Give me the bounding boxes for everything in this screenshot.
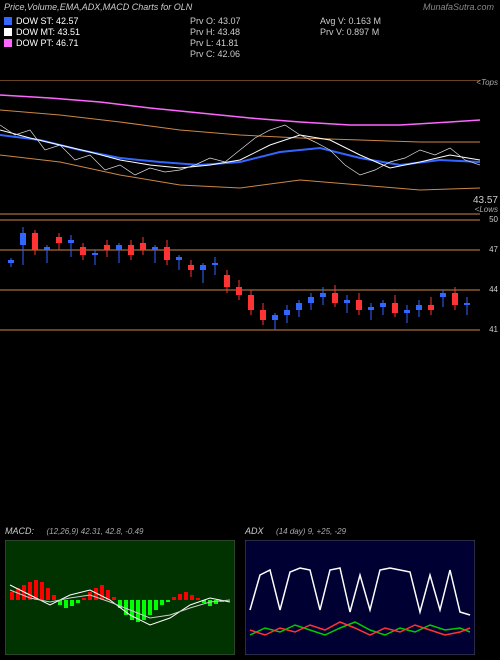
macd-chart <box>5 540 235 655</box>
price-label: 43.57 <box>473 195 498 206</box>
watermark: MunafaSutra.com <box>423 2 494 12</box>
adx-chart <box>245 540 475 655</box>
axis-label-lows: <Lows <box>475 205 498 214</box>
candlestick-chart <box>0 215 480 335</box>
macd-title: MACD: (12,26,9) 42.31, 42.8, -0.49 <box>5 526 143 536</box>
ema-chart <box>0 80 480 215</box>
axis-label-tops: <Tops <box>476 78 498 87</box>
legend: DOW ST: 42.57DOW MT: 43.51DOW PT: 46.71 <box>4 16 80 49</box>
grid-label: 41 <box>489 325 498 334</box>
volume-stats: Avg V: 0.163 MPrv V: 0.897 M <box>320 16 381 38</box>
chart-title: Price,Volume,EMA,ADX,MACD Charts for OLN <box>4 2 192 12</box>
prev-ohlc-stats: Prv O: 43.07Prv H: 43.48Prv L: 41.81Prv … <box>190 16 241 60</box>
grid-label: 47 <box>489 245 498 254</box>
adx-title: ADX (14 day) 9, +25, -29 <box>245 526 346 536</box>
grid-label: 50 <box>489 215 498 224</box>
grid-label: 44 <box>489 285 498 294</box>
